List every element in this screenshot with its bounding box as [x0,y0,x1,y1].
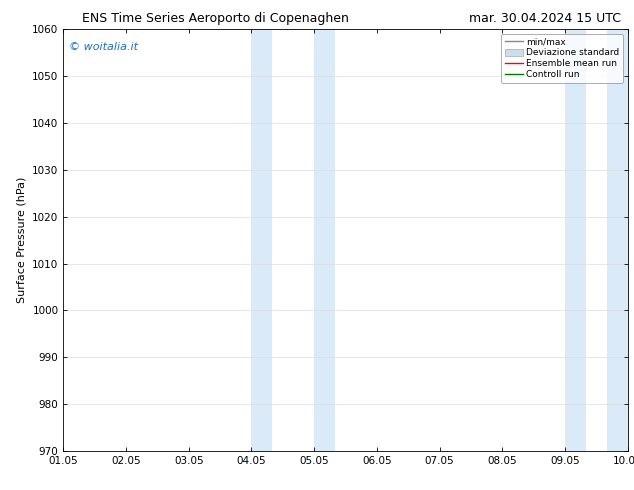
Text: © woitalia.it: © woitalia.it [69,42,138,52]
Bar [314,29,335,451]
Text: ENS Time Series Aeroporto di Copenaghen: ENS Time Series Aeroporto di Copenaghen [82,12,349,25]
Bar [252,29,272,451]
Legend: min/max, Deviazione standard, Ensemble mean run, Controll run: min/max, Deviazione standard, Ensemble m… [501,34,623,82]
Bar [607,29,628,451]
Y-axis label: Surface Pressure (hPa): Surface Pressure (hPa) [16,177,27,303]
Bar [565,29,586,451]
Text: mar. 30.04.2024 15 UTC: mar. 30.04.2024 15 UTC [469,12,621,25]
